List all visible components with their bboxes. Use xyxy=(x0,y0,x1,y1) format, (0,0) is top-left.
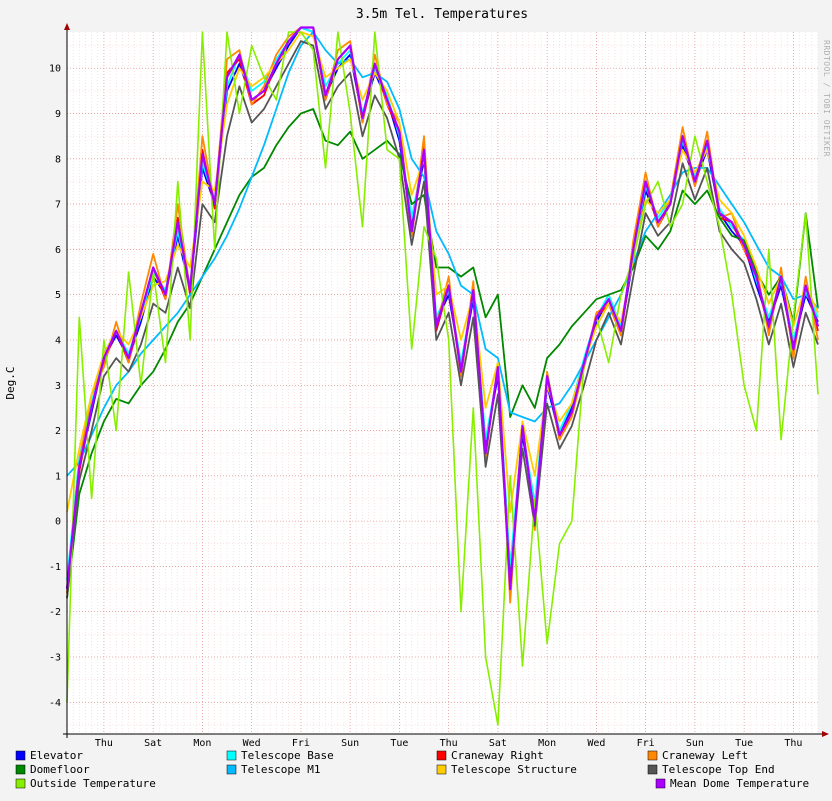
series-line xyxy=(66,31,819,513)
x-tick-label: Wed xyxy=(587,738,605,749)
legend-label: Craneway Left xyxy=(662,749,748,762)
y-axis-arrow xyxy=(64,23,70,30)
y-axis-label: Deg.C xyxy=(4,366,17,399)
legend-label: Telescope M1 xyxy=(241,763,320,776)
x-tick-label: Sun xyxy=(686,738,704,749)
y-tick-label: 0 xyxy=(55,517,61,528)
legend-label: Telescope Base xyxy=(241,749,334,762)
legend-label: Domefloor xyxy=(30,763,90,776)
legend-swatch xyxy=(655,778,666,789)
x-tick-label: Thu xyxy=(440,738,458,749)
y-tick-label: 4 xyxy=(55,335,61,346)
x-tick-label: Sat xyxy=(489,738,507,749)
y-tick-label: -2 xyxy=(49,607,61,618)
x-tick-label: Tue xyxy=(735,738,753,749)
x-tick-label: Thu xyxy=(95,738,113,749)
y-tick-label: 3 xyxy=(55,381,61,392)
x-tick-label: Mon xyxy=(193,738,211,749)
legend-swatch xyxy=(15,764,26,775)
y-tick-label: 2 xyxy=(55,426,61,437)
y-tick-label: 8 xyxy=(55,154,61,165)
legend-label: Telescope Structure xyxy=(451,763,577,776)
legend-swatch xyxy=(226,750,237,761)
y-tick-label: 9 xyxy=(55,109,61,120)
y-tick-label: -1 xyxy=(49,562,61,573)
legend-label: Craneway Right xyxy=(451,749,544,762)
legend: Elevator Telescope Base Craneway Right Cran… xyxy=(15,749,809,790)
y-tick-label: 7 xyxy=(55,200,61,211)
y-tick-label: 10 xyxy=(49,64,61,75)
x-tick-label: Thu xyxy=(784,738,802,749)
y-tick-label: -3 xyxy=(49,653,61,664)
series-line xyxy=(66,31,819,726)
axes: -4 -3 -2 -1 0 1 2 3 4 5 6 7 8 9 10 Thu Sat Mon Wed Fri Sun Tu… xyxy=(49,23,829,749)
legend-label: Mean Dome Temperature xyxy=(670,777,809,790)
y-tick-label: 6 xyxy=(55,245,61,256)
series-line-mean-dome-top xyxy=(65,26,820,591)
x-tick-label: Wed xyxy=(243,738,261,749)
legend-swatch xyxy=(647,750,658,761)
x-tick-label: Sat xyxy=(144,738,162,749)
x-tick-label: Fri xyxy=(292,738,310,749)
chart-title: 3.5m Tel. Temperatures xyxy=(356,7,528,22)
legend-swatch xyxy=(15,778,26,789)
legend-swatch xyxy=(436,750,447,761)
x-tick-label: Fri xyxy=(637,738,655,749)
watermark: RRDTOOL / TOBI OETIKER xyxy=(822,40,831,157)
legend-label: Telescope Top End xyxy=(662,763,775,776)
x-tick-label: Sun xyxy=(341,738,359,749)
x-axis-arrow xyxy=(822,731,829,737)
series-lines xyxy=(65,26,820,726)
y-tick-label: 5 xyxy=(55,290,61,301)
y-tick-label: -4 xyxy=(49,698,61,709)
legend-swatch xyxy=(436,764,447,775)
x-tick-label: Mon xyxy=(538,738,556,749)
x-tick-label: Tue xyxy=(390,738,408,749)
y-tick-label: 1 xyxy=(55,471,61,482)
legend-label: Outside Temperature xyxy=(30,777,156,790)
legend-swatch xyxy=(226,764,237,775)
legend-swatch xyxy=(15,750,26,761)
legend-swatch xyxy=(647,764,658,775)
legend-label: Elevator xyxy=(30,749,83,762)
grid xyxy=(66,32,819,734)
